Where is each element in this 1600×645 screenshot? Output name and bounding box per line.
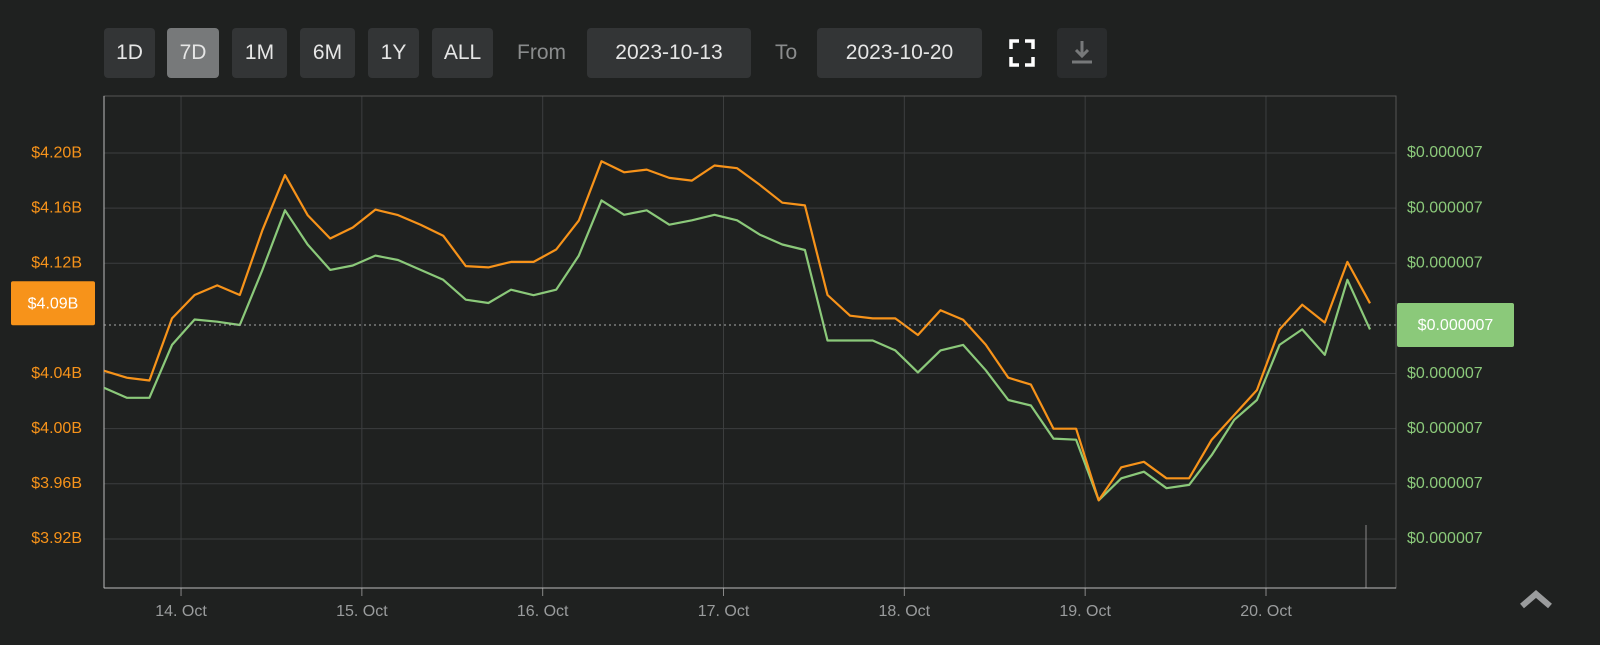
range-button[interactable]: 7D xyxy=(167,28,219,78)
y-tick-label: $4.00B xyxy=(31,420,82,437)
y-tick-label: $3.92B xyxy=(31,530,82,547)
y2-tick-label: $0.000007 xyxy=(1407,475,1483,492)
y-tick-label: $4.16B xyxy=(31,199,82,216)
y2-tick-label: $0.000007 xyxy=(1407,365,1483,382)
range-button[interactable]: ALL xyxy=(432,28,493,78)
value-badge xyxy=(11,281,95,326)
to-label: To xyxy=(775,41,798,64)
value-badge-label: $0.000007 xyxy=(1418,317,1494,334)
x-tick-label: 19. Oct xyxy=(1059,603,1111,620)
range-button[interactable]: 1Y xyxy=(368,28,419,78)
scroll-top-icon[interactable] xyxy=(1520,590,1552,609)
y-tick-label: $4.20B xyxy=(31,144,82,161)
x-tick-label: 17. Oct xyxy=(698,603,750,620)
range-button[interactable]: 1D xyxy=(104,28,155,78)
value-badge-label: $4.09B xyxy=(28,295,79,312)
y2-tick-label: $0.000007 xyxy=(1407,144,1483,161)
price-line xyxy=(103,199,1372,502)
to-date[interactable]: 2023-10-20 xyxy=(817,28,982,78)
y2-tick-label: $0.000007 xyxy=(1407,254,1483,271)
download-icon xyxy=(1072,41,1092,64)
from-label: From xyxy=(517,41,566,64)
plot-frame xyxy=(103,95,1397,589)
y-tick-label: $4.12B xyxy=(31,255,82,272)
fullscreen-icon[interactable] xyxy=(1009,39,1035,67)
range-button[interactable]: 1M xyxy=(232,28,287,78)
value-badge xyxy=(1397,303,1514,348)
y-tick-label: $3.96B xyxy=(31,475,82,492)
x-tick-label: 15. Oct xyxy=(336,603,388,620)
price-line xyxy=(103,160,1371,502)
range-button[interactable]: 6M xyxy=(300,28,355,78)
y2-tick-label: $0.000007 xyxy=(1407,199,1483,216)
y2-tick-label: $0.000007 xyxy=(1407,530,1483,547)
x-tick-label: 14. Oct xyxy=(155,603,207,620)
x-tick-label: 18. Oct xyxy=(879,603,931,620)
x-tick-label: 16. Oct xyxy=(517,603,569,620)
from-date[interactable]: 2023-10-13 xyxy=(587,28,751,78)
grid xyxy=(104,96,1396,588)
y-tick-label: $4.04B xyxy=(31,365,82,382)
y2-tick-label: $0.000007 xyxy=(1407,420,1483,437)
x-tick-label: 20. Oct xyxy=(1240,603,1292,620)
